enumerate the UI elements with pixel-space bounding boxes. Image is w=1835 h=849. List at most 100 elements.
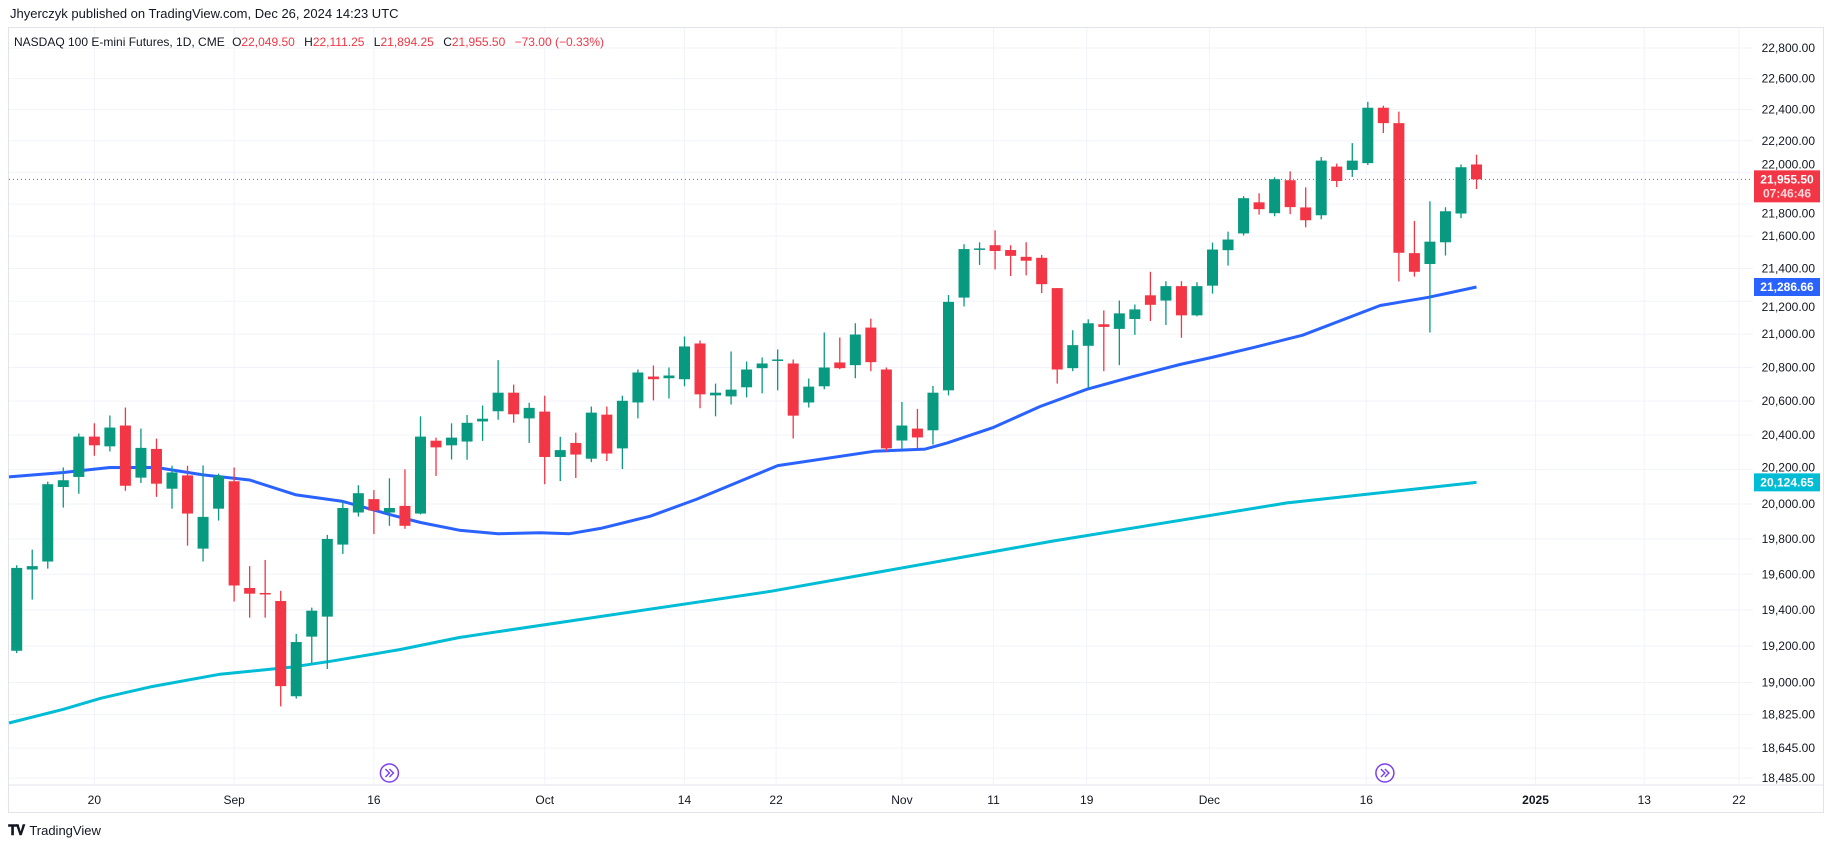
candle[interactable] — [1238, 196, 1250, 236]
candle[interactable] — [1067, 330, 1079, 372]
candle[interactable] — [694, 340, 706, 409]
candle[interactable] — [1113, 300, 1125, 366]
symbol-title[interactable]: NASDAQ 100 E-mini Futures, 1D, CME — [14, 35, 225, 49]
candle[interactable] — [414, 416, 426, 515]
candle[interactable] — [430, 437, 442, 476]
candle[interactable] — [865, 318, 877, 372]
candle[interactable] — [896, 401, 908, 449]
candle[interactable] — [1424, 201, 1436, 333]
candle[interactable] — [119, 407, 131, 491]
candle[interactable] — [585, 406, 597, 463]
candle[interactable] — [290, 633, 302, 699]
candle[interactable] — [1082, 319, 1094, 389]
candle[interactable] — [1331, 163, 1343, 188]
candle[interactable] — [57, 467, 69, 508]
candle[interactable] — [321, 534, 333, 669]
candle[interactable] — [663, 367, 675, 399]
candle[interactable] — [756, 357, 768, 394]
candle[interactable] — [1455, 164, 1467, 219]
candle[interactable] — [1144, 271, 1156, 321]
candle[interactable] — [1408, 220, 1420, 277]
candle[interactable] — [150, 438, 162, 497]
event-arrow-icon[interactable] — [1375, 763, 1395, 783]
candle[interactable] — [570, 432, 582, 478]
candle[interactable] — [943, 294, 954, 396]
candle[interactable] — [1346, 143, 1358, 177]
candle[interactable] — [787, 359, 799, 439]
candle[interactable] — [1222, 231, 1234, 266]
candle[interactable] — [1175, 281, 1187, 338]
candle[interactable] — [73, 433, 85, 494]
candle[interactable] — [337, 501, 349, 554]
candle[interactable] — [523, 402, 535, 443]
candle[interactable] — [213, 473, 225, 521]
candle[interactable] — [1393, 111, 1405, 282]
candle[interactable] — [399, 469, 411, 529]
candle[interactable] — [244, 566, 256, 618]
candle[interactable] — [741, 361, 753, 398]
candle[interactable] — [352, 485, 364, 517]
candle[interactable] — [11, 565, 23, 654]
candle[interactable] — [275, 590, 287, 707]
candle[interactable] — [989, 230, 1001, 270]
candle[interactable] — [554, 436, 566, 482]
candle[interactable] — [1207, 242, 1219, 294]
candle[interactable] — [1098, 310, 1110, 372]
candle[interactable] — [88, 423, 100, 456]
event-arrow-icon[interactable] — [379, 763, 400, 783]
candle[interactable] — [1191, 282, 1203, 317]
candle[interactable] — [710, 383, 722, 417]
candle[interactable] — [958, 244, 970, 307]
ma-slow-line[interactable] — [8, 480, 1477, 725]
candle[interactable] — [880, 367, 892, 452]
candle[interactable] — [1471, 154, 1483, 190]
candle[interactable] — [803, 378, 815, 408]
candle[interactable] — [1020, 242, 1032, 276]
candle[interactable] — [1284, 171, 1296, 215]
candle[interactable] — [678, 336, 690, 387]
candle[interactable] — [1036, 254, 1048, 294]
candle[interactable] — [135, 428, 147, 483]
candle[interactable] — [539, 395, 551, 485]
candle[interactable] — [197, 465, 209, 562]
candle[interactable] — [446, 423, 458, 460]
candle[interactable] — [601, 406, 613, 462]
candle[interactable] — [927, 385, 939, 445]
candle[interactable] — [508, 384, 520, 423]
candle[interactable] — [1129, 304, 1141, 335]
candle[interactable] — [725, 351, 737, 405]
candle[interactable] — [849, 323, 861, 379]
candle[interactable] — [383, 478, 395, 526]
candle[interactable] — [1362, 101, 1374, 166]
candle[interactable] — [182, 465, 194, 546]
candle[interactable] — [259, 559, 271, 618]
candle[interactable] — [166, 465, 178, 509]
candle[interactable] — [1051, 288, 1063, 384]
candle[interactable] — [632, 369, 644, 419]
candle[interactable] — [1253, 193, 1265, 215]
candle[interactable] — [1005, 245, 1017, 277]
candle[interactable] — [26, 549, 38, 600]
candle[interactable] — [1269, 177, 1281, 217]
candle[interactable] — [42, 481, 54, 569]
candle[interactable] — [368, 490, 380, 535]
candle[interactable] — [1315, 156, 1327, 220]
candle[interactable] — [461, 414, 473, 460]
tradingview-logo-icon[interactable]: 𝐓𝐕 — [8, 822, 25, 838]
candle[interactable] — [228, 467, 240, 602]
candle[interactable] — [306, 607, 318, 664]
ma-fast-line[interactable] — [8, 285, 1477, 536]
candle[interactable] — [974, 242, 986, 265]
candle[interactable] — [616, 395, 628, 470]
candle[interactable] — [492, 360, 504, 420]
candle[interactable] — [1300, 187, 1312, 228]
candle[interactable] — [104, 415, 116, 452]
candle[interactable] — [1160, 281, 1172, 325]
candle[interactable] — [818, 332, 830, 390]
candle[interactable] — [477, 405, 489, 441]
candle[interactable] — [1377, 105, 1389, 133]
candle[interactable] — [772, 349, 784, 391]
candle[interactable] — [834, 337, 846, 370]
candle[interactable] — [647, 365, 659, 401]
